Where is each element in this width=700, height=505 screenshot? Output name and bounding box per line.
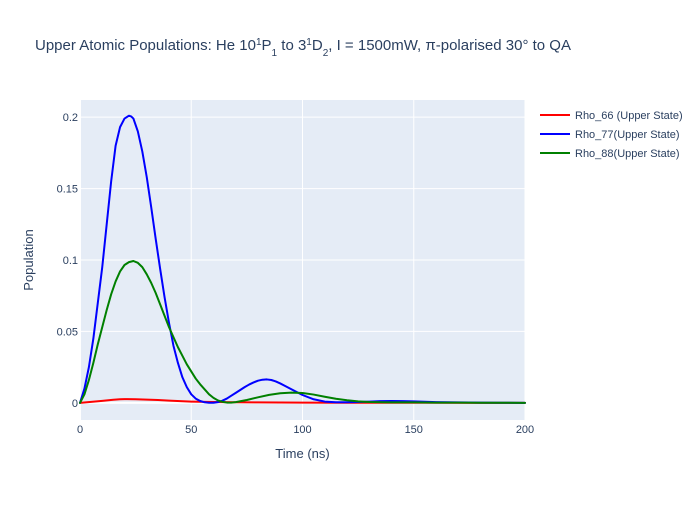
- legend-label: Rho_88(Upper State): [575, 148, 680, 160]
- y-tick-label: 0.2: [63, 112, 78, 124]
- chart-title-part: 1: [272, 48, 278, 59]
- chart-title-part: 2: [323, 48, 329, 59]
- series-line-1: [79, 114, 526, 404]
- legend-item[interactable]: Rho_66 (Upper State): [540, 110, 683, 122]
- x-axis-title: Time (ns): [275, 446, 329, 461]
- x-tick-label: 50: [185, 424, 197, 436]
- legend-label: Rho_66 (Upper State): [575, 110, 683, 122]
- chart-title-part: Upper Atomic Populations: He 10: [35, 37, 256, 54]
- y-tick-label: 0.05: [57, 326, 78, 338]
- legend-item[interactable]: Rho_88(Upper State): [540, 148, 680, 160]
- chart-title-part: 1: [306, 37, 312, 48]
- y-tick-label: 0.1: [63, 255, 78, 267]
- chart-title-part: , I = 1500mW, π-polarised 30° to QA: [328, 37, 571, 54]
- series-line-2: [79, 260, 526, 404]
- axes: 0 50 100 150 200 0 0.05 0.1 0.15 0.2: [57, 112, 535, 436]
- legend-item[interactable]: Rho_77(Upper State): [540, 129, 680, 141]
- x-tick-label: 100: [293, 424, 311, 436]
- y-tick-label: 0: [72, 398, 78, 410]
- chart-title-part: to 3: [277, 37, 306, 54]
- series-lines: [79, 114, 526, 404]
- x-tick-label: 0: [77, 424, 83, 436]
- x-tick-label: 200: [516, 424, 534, 436]
- chart-title-part: P: [262, 37, 272, 54]
- chart-title-part: 1: [256, 37, 262, 48]
- chart-title: Upper Atomic Populations: He 101P1 to 31…: [35, 37, 571, 59]
- legend: Rho_66 (Upper State) Rho_77(Upper State) R…: [540, 110, 683, 160]
- x-tick-label: 150: [405, 424, 423, 436]
- y-axis-title: Population: [21, 229, 36, 290]
- legend-label: Rho_77(Upper State): [575, 129, 680, 141]
- chart-title-part: D: [312, 37, 323, 54]
- y-tick-label: 0.15: [57, 184, 78, 196]
